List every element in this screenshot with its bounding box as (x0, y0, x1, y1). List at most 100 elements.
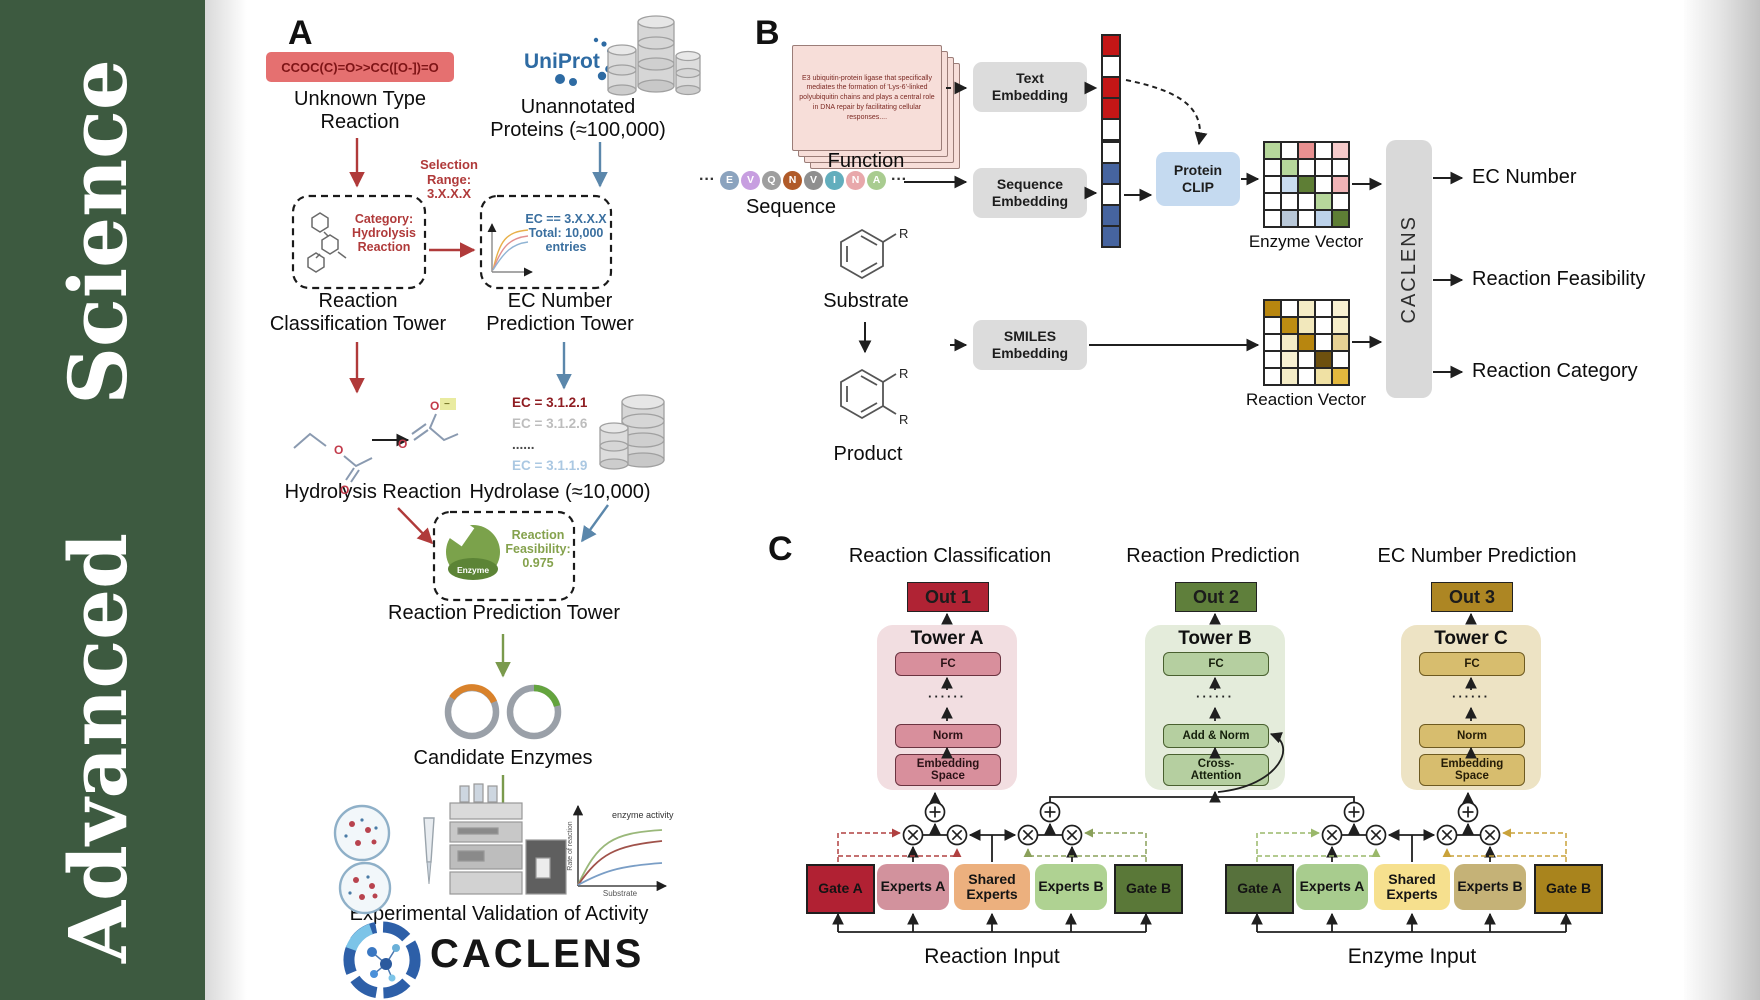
tower-a: Tower A FC ······ Norm Embedding Space (877, 625, 1017, 790)
tower-b-title: Tower B (1178, 628, 1252, 649)
header-ec-number-prediction: EC Number Prediction (1377, 545, 1577, 567)
reaction-vector-matrix (1263, 299, 1350, 386)
substrate-label: Substrate (823, 290, 909, 312)
vector-cell (1299, 335, 1314, 350)
text-embedding-box: Text Embedding (973, 62, 1087, 112)
tower-c-dots: ······ (1452, 689, 1490, 704)
acetate-molecule-icon: O − O (398, 398, 459, 451)
add-node (924, 801, 1479, 823)
output-ec-number: EC Number (1472, 166, 1577, 188)
panel-b-label: B (755, 14, 780, 52)
experimental-validation-label: Experimental Validation of Activity (349, 903, 649, 925)
vector-cell (1316, 335, 1331, 350)
svg-text:O: O (398, 437, 407, 451)
residue-circle: V (740, 170, 760, 190)
vector-cell (1103, 227, 1119, 246)
sequence-embedding-vector (1101, 141, 1121, 248)
vector-cell (1282, 369, 1297, 384)
residue-circle: N (845, 170, 865, 190)
reaction-vector-label: Reaction Vector (1245, 390, 1367, 409)
vector-cell (1265, 143, 1280, 158)
vector-cell (1282, 160, 1297, 175)
vector-cell (1103, 164, 1119, 183)
vector-cell (1282, 335, 1297, 350)
caclens-wordmark: CACLENS (430, 932, 645, 976)
svg-text:O: O (334, 443, 343, 457)
journal-name-science: Science (51, 59, 145, 405)
unknown-reaction-label: Unknown Type Reaction (294, 88, 426, 133)
sequence-ellipsis: ··· (699, 171, 715, 188)
function-card-front: E3 ubiquitin-protein ligase that specifi… (792, 45, 942, 151)
out1-box: Out 1 (907, 582, 989, 612)
vector-cell (1316, 194, 1331, 209)
sequence-label: Sequence (745, 196, 837, 218)
out2-box: Out 2 (1175, 582, 1257, 612)
vector-cell (1333, 143, 1348, 158)
sequence-embedding-box: Sequence Embedding (973, 168, 1087, 218)
vector-cell (1316, 318, 1331, 333)
header-reaction-classification: Reaction Classification (848, 545, 1052, 567)
vector-cell (1316, 352, 1331, 367)
vector-cell (1316, 211, 1331, 226)
vector-cell (1282, 318, 1297, 333)
function-label: Function (827, 150, 905, 172)
residue-circle: N (782, 170, 802, 190)
vector-cell (1103, 36, 1119, 55)
vector-cell (1265, 352, 1280, 367)
reaction-classification-tower-label: Reaction Classification Tower (269, 290, 447, 335)
enzyme-vector-matrix (1263, 141, 1350, 228)
tower-a-fc: FC (895, 652, 1001, 676)
vector-cell (1265, 318, 1280, 333)
ec-number-line: EC = 3.1.1.9 (512, 458, 588, 473)
residue-circle: Q (761, 170, 781, 190)
product-r1-label: R (899, 366, 908, 381)
vector-cell (1282, 194, 1297, 209)
molecule-scribble-icon (307, 212, 347, 273)
reaction-input-label: Reaction Input (924, 945, 1060, 968)
vector-cell (1103, 57, 1119, 76)
hplc-instrument-icon (449, 783, 567, 895)
caclens-model-bar: CACLENS (1386, 140, 1432, 398)
microplate-pipette-icon (333, 804, 435, 915)
vector-cell (1299, 160, 1314, 175)
vector-cell (1299, 352, 1314, 367)
dashed-curve-text-to-clip (1125, 79, 1208, 146)
vector-cell (1265, 177, 1280, 192)
vector-cell (1333, 211, 1348, 226)
panel-c-label: C (768, 530, 793, 568)
protein-clip-box: Protein CLIP (1156, 152, 1240, 206)
reaction-shared-experts: Shared Experts (954, 864, 1030, 910)
unannotated-proteins-label: Unannotated Proteins (≈100,000) (490, 96, 666, 141)
tower-a-dots: ······ (928, 689, 966, 704)
ec-candidate-list: EC = 3.1.2.1 EC = 3.1.2.6...... EC = 3.1.1… (512, 392, 587, 476)
vector-cell (1265, 301, 1280, 316)
svg-text:O: O (430, 399, 439, 413)
vector-cell (1282, 352, 1297, 367)
hydrolysis-reaction-label: Hydrolysis Reaction (284, 481, 462, 503)
vector-cell (1282, 301, 1297, 316)
caclens-bar-text: CACLENS (1397, 214, 1420, 324)
vector-cell (1282, 177, 1297, 192)
plot-xlabel: Substrate (603, 889, 638, 898)
substrate-r-label: R (899, 226, 908, 241)
residue-circle: I (824, 170, 844, 190)
vector-cell (1299, 369, 1314, 384)
ec-number-line: EC = 3.1.2.6 (512, 416, 588, 431)
function-description-text: E3 ubiquitin-protein ligase that specifi… (799, 74, 935, 121)
vector-cell (1103, 206, 1119, 225)
enzyme-input-label: Enzyme Input (1347, 945, 1477, 968)
vector-cell (1316, 369, 1331, 384)
hydrolase-label: Hydrolase (≈10,000) (469, 481, 651, 503)
tower-a-embedding-space: Embedding Space (895, 754, 1001, 786)
vector-cell (1103, 143, 1119, 162)
enzyme-blob-icon: Enzyme (443, 515, 500, 580)
uniprot-logo-text: UniProt (524, 50, 600, 73)
multiply-node (902, 824, 1501, 846)
smiles-string: CCOC(C)=O>>CC([O-])=O (281, 59, 439, 75)
enzyme-gate-b: Gate B (1534, 864, 1603, 914)
vector-cell (1103, 120, 1119, 139)
vector-cell (1299, 211, 1314, 226)
page-left-shadow (205, 0, 247, 1000)
vector-cell (1265, 335, 1280, 350)
